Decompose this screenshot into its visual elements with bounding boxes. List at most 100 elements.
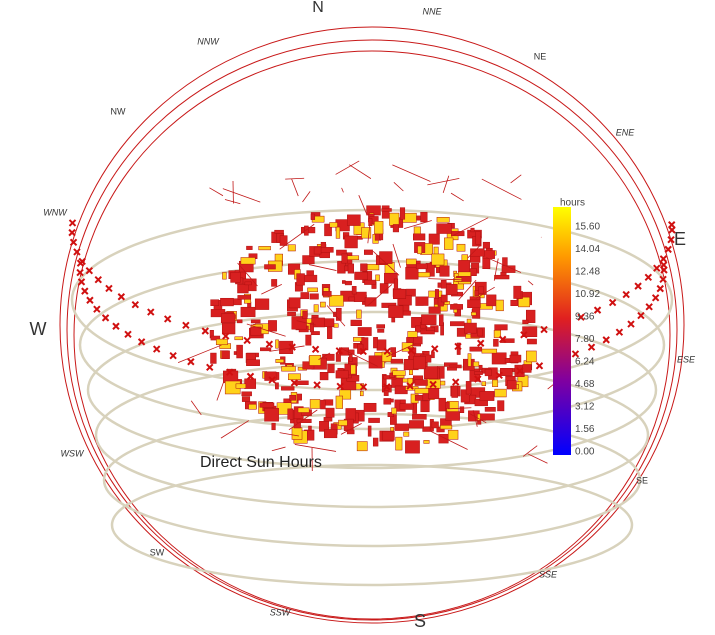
building [405, 267, 419, 280]
sun-marker [452, 378, 460, 386]
building [215, 338, 228, 346]
compass-label: SSE [539, 569, 558, 579]
building [421, 314, 437, 326]
sun-marker [359, 383, 368, 391]
road [285, 177, 305, 180]
sun-marker [454, 342, 462, 351]
building [250, 319, 261, 324]
building [274, 229, 284, 234]
building [409, 420, 424, 429]
sun-marker [152, 345, 161, 353]
building [313, 246, 322, 255]
building [431, 421, 439, 429]
building [297, 407, 310, 413]
sun-marker [313, 381, 321, 389]
road [372, 250, 400, 276]
sun-marker [498, 335, 507, 344]
building [459, 406, 465, 413]
sun-marker [85, 266, 94, 275]
sun-marker [667, 236, 675, 244]
road [392, 164, 431, 182]
building [492, 379, 499, 387]
building [383, 398, 392, 405]
road [291, 178, 299, 197]
sun-marker [474, 375, 482, 383]
building [359, 390, 364, 397]
sun-marker [668, 221, 676, 229]
sun-marker [577, 313, 585, 321]
building [477, 328, 483, 337]
road [527, 280, 534, 286]
sun-marker [69, 238, 78, 247]
road [224, 199, 241, 205]
building [379, 251, 393, 264]
building [403, 431, 410, 437]
building [405, 258, 417, 265]
sun-marker [243, 336, 251, 345]
road [296, 320, 316, 326]
building [440, 294, 448, 303]
road [450, 192, 464, 202]
compass-label: NW [111, 106, 126, 116]
building [244, 281, 252, 286]
building [264, 408, 279, 422]
building [350, 319, 362, 326]
building [497, 400, 505, 412]
legend-tick-label: 1.56 [575, 424, 595, 435]
building [323, 417, 333, 422]
building [481, 381, 487, 386]
sun-marker [431, 345, 439, 353]
sun-marker [86, 296, 94, 304]
building [407, 331, 418, 338]
sun-marker [131, 300, 140, 309]
building [300, 292, 310, 300]
building [467, 299, 481, 309]
building [293, 418, 301, 429]
building [347, 214, 361, 226]
road [472, 410, 478, 427]
sun-marker [124, 330, 132, 338]
road [220, 420, 249, 439]
building [470, 311, 477, 316]
building [450, 304, 463, 310]
road [467, 244, 482, 259]
road [237, 262, 258, 287]
sun-marker [520, 331, 528, 339]
building [333, 323, 339, 328]
building [413, 233, 426, 241]
building [336, 249, 347, 256]
building [287, 244, 296, 252]
building [494, 324, 508, 331]
building [240, 257, 256, 265]
building [303, 274, 318, 283]
building [474, 290, 479, 297]
sun-path-arc [102, 412, 642, 548]
road [430, 430, 468, 450]
building [271, 279, 278, 287]
building [376, 324, 386, 329]
building [237, 283, 249, 294]
building [374, 221, 384, 235]
building [382, 431, 395, 441]
road [246, 323, 286, 337]
building [305, 334, 312, 346]
sun-marker [105, 284, 113, 293]
road [216, 382, 224, 401]
sun-marker [77, 278, 86, 286]
sun-marker [587, 343, 596, 351]
sun-marker [68, 228, 76, 237]
sun-marker [290, 379, 299, 387]
road [447, 407, 472, 410]
sun-marker [68, 219, 77, 227]
building [248, 404, 257, 410]
sun-marker [644, 273, 653, 282]
building [288, 373, 301, 381]
building [368, 355, 383, 369]
building [260, 347, 272, 352]
building [313, 304, 319, 313]
sun-marker [659, 275, 667, 284]
road [302, 191, 311, 203]
sun-marker [81, 287, 89, 295]
building [237, 319, 243, 324]
road [386, 343, 417, 358]
